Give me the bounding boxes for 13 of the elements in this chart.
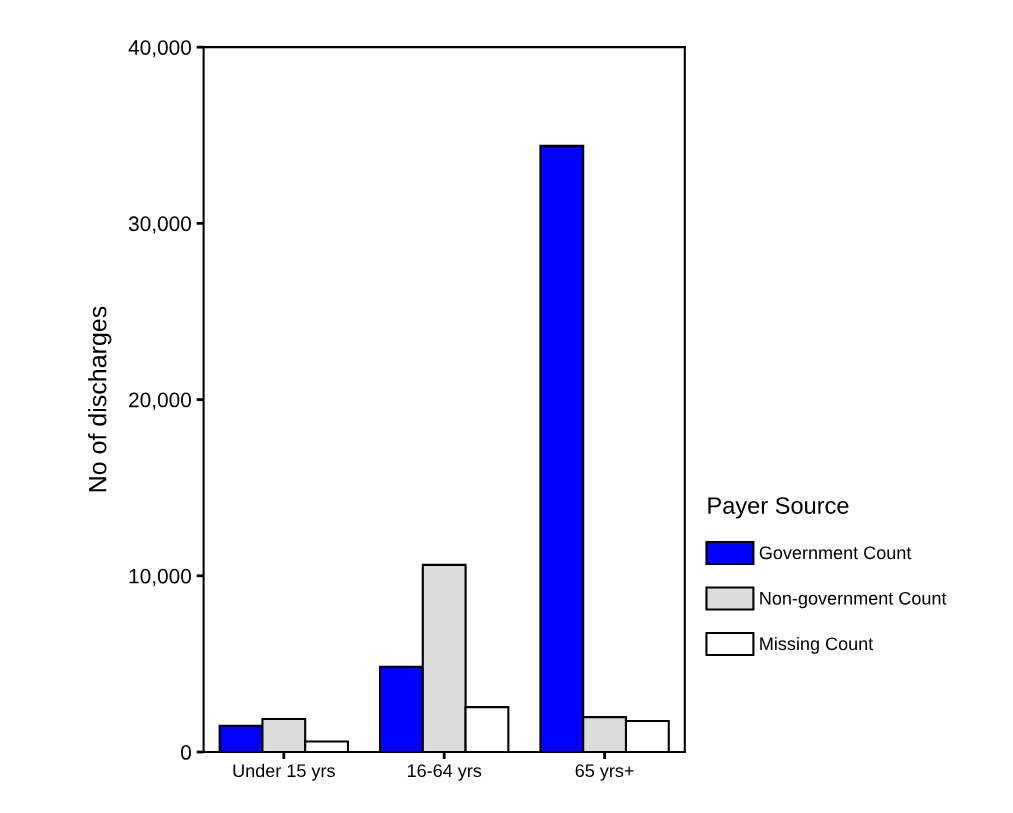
y-tick-label: 10,000 <box>129 568 191 587</box>
y-tick-label: 0 <box>181 745 191 760</box>
y-tick-label: 20,000 <box>129 392 191 410</box>
x-tick-label: Under 15 yrs <box>233 763 335 781</box>
x-tick-label: 65 yrs+ <box>575 764 634 781</box>
y-tick-label: 30,000 <box>128 216 191 234</box>
y-tick-label: 40,000 <box>128 40 191 58</box>
legend-label: Missing Count <box>760 636 874 654</box>
x-tick-label: 16-64 yrs <box>407 764 482 781</box>
y-axis-title: No of discharges <box>88 306 112 492</box>
legend-title: Payer Source <box>708 497 849 519</box>
legend-label: Non-government Count <box>760 591 947 609</box>
legend-label: Government Count <box>759 546 912 560</box>
